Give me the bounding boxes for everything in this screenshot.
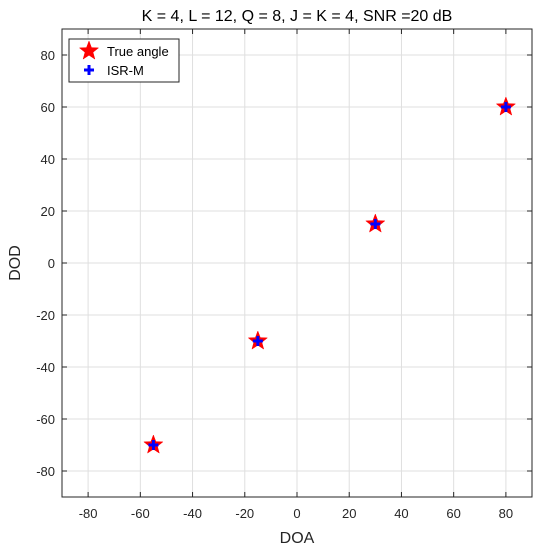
- y-tick-label: 20: [41, 204, 55, 219]
- x-tick-label: 0: [293, 506, 300, 521]
- legend-star-icon: [78, 40, 100, 60]
- y-tick-label: -40: [36, 360, 55, 375]
- y-tick-label: 0: [48, 256, 55, 271]
- x-tick-label: -40: [183, 506, 202, 521]
- legend-plus-icon: [84, 65, 94, 75]
- x-tick-label: -20: [235, 506, 254, 521]
- y-axis-label: DOD: [7, 245, 24, 281]
- legend-label: True angle: [107, 44, 169, 59]
- x-tick-label: -80: [79, 506, 98, 521]
- x-axis-label: DOA: [280, 530, 315, 547]
- x-tick-label: 60: [446, 506, 460, 521]
- y-tick-label: 40: [41, 152, 55, 167]
- x-tick-label: 40: [394, 506, 408, 521]
- y-tick-label: 80: [41, 48, 55, 63]
- x-tick-label: 20: [342, 506, 356, 521]
- x-tick-label: -60: [131, 506, 150, 521]
- y-tick-label: -80: [36, 464, 55, 479]
- grid: [62, 29, 532, 497]
- legend: True angle ISR-M: [68, 38, 180, 83]
- isr-m-point: [370, 219, 381, 229]
- y-tick-label: 60: [41, 100, 55, 115]
- axis-ticks: -80 -60 -40 -20 0 20 40 60 80 -80 -60 -40 -20 0 20 40 60…: [36, 29, 532, 521]
- data-marks: [143, 96, 517, 454]
- chart-title: K = 4, L = 12, Q = 8, J = K = 4, SNR =20…: [142, 8, 453, 25]
- isr-m-point: [148, 440, 159, 450]
- isr-m-point: [252, 336, 263, 346]
- legend-label: ISR-M: [107, 63, 144, 78]
- y-tick-label: -60: [36, 412, 55, 427]
- isr-m-point: [500, 102, 511, 112]
- y-tick-label: -20: [36, 308, 55, 323]
- x-tick-label: 80: [499, 506, 513, 521]
